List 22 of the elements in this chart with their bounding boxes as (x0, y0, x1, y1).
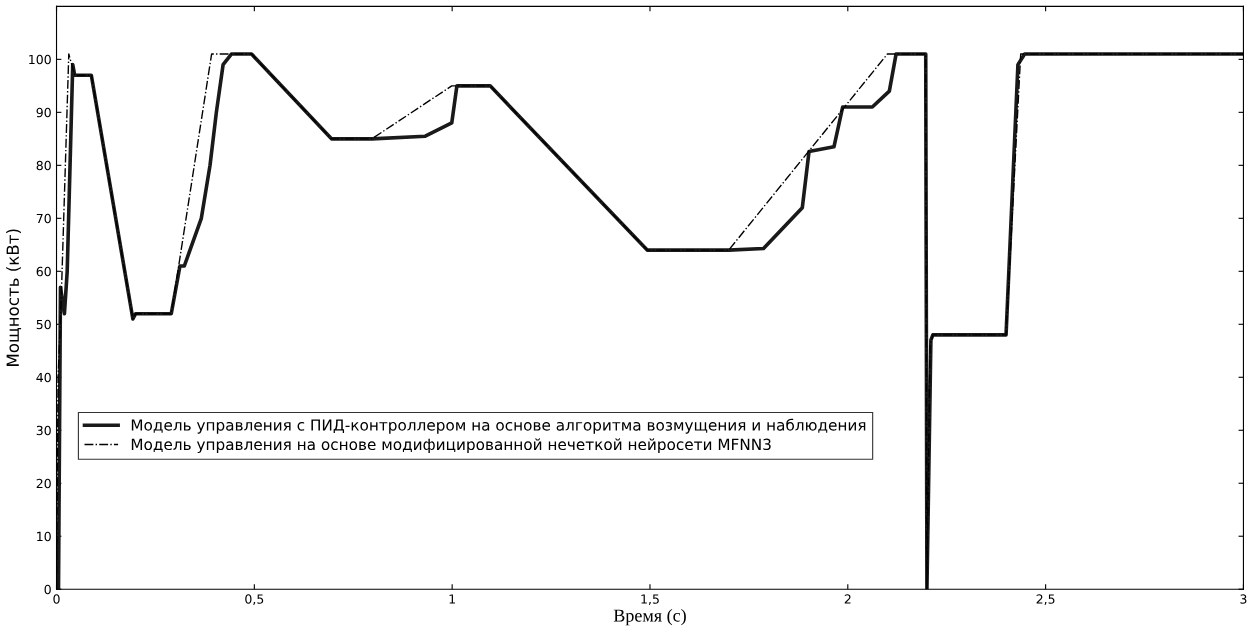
y-tick-label: 20 (36, 478, 51, 489)
y-tick-label: 30 (36, 425, 51, 436)
x-axis-title: Время (с) (613, 608, 686, 626)
y-tick-label: 10 (37, 531, 51, 542)
x-tick-label: 2 (844, 594, 851, 604)
y-tick-label: 90 (36, 107, 51, 118)
y-tick-label: 40 (36, 372, 51, 383)
x-tick-label: 0,5 (245, 594, 264, 606)
x-tick-label: 2,5 (1036, 594, 1055, 606)
legend-label: Модель управления на основе модифицированной нечеткой нейросети MFNN3 (131, 438, 771, 454)
x-tick-label: 3 (1240, 594, 1247, 604)
y-tick-label: 70 (36, 213, 51, 224)
y-axis-title: Мощность (кВт) (6, 229, 22, 366)
x-tick-label: 0 (53, 594, 60, 604)
y-tick-label: 0 (44, 584, 51, 595)
y-tick-label: 80 (36, 160, 51, 171)
y-tick-label: 60 (36, 266, 51, 277)
legend-label: Модель управления с ПИД-контроллером на основе алгоритма возмущения и наблюдения (131, 418, 866, 434)
y-tick-label: 100 (29, 54, 51, 65)
x-tick-label: 1,5 (641, 594, 659, 606)
x-tick-label: 1 (449, 594, 455, 604)
y-tick-label: 50 (36, 319, 51, 330)
